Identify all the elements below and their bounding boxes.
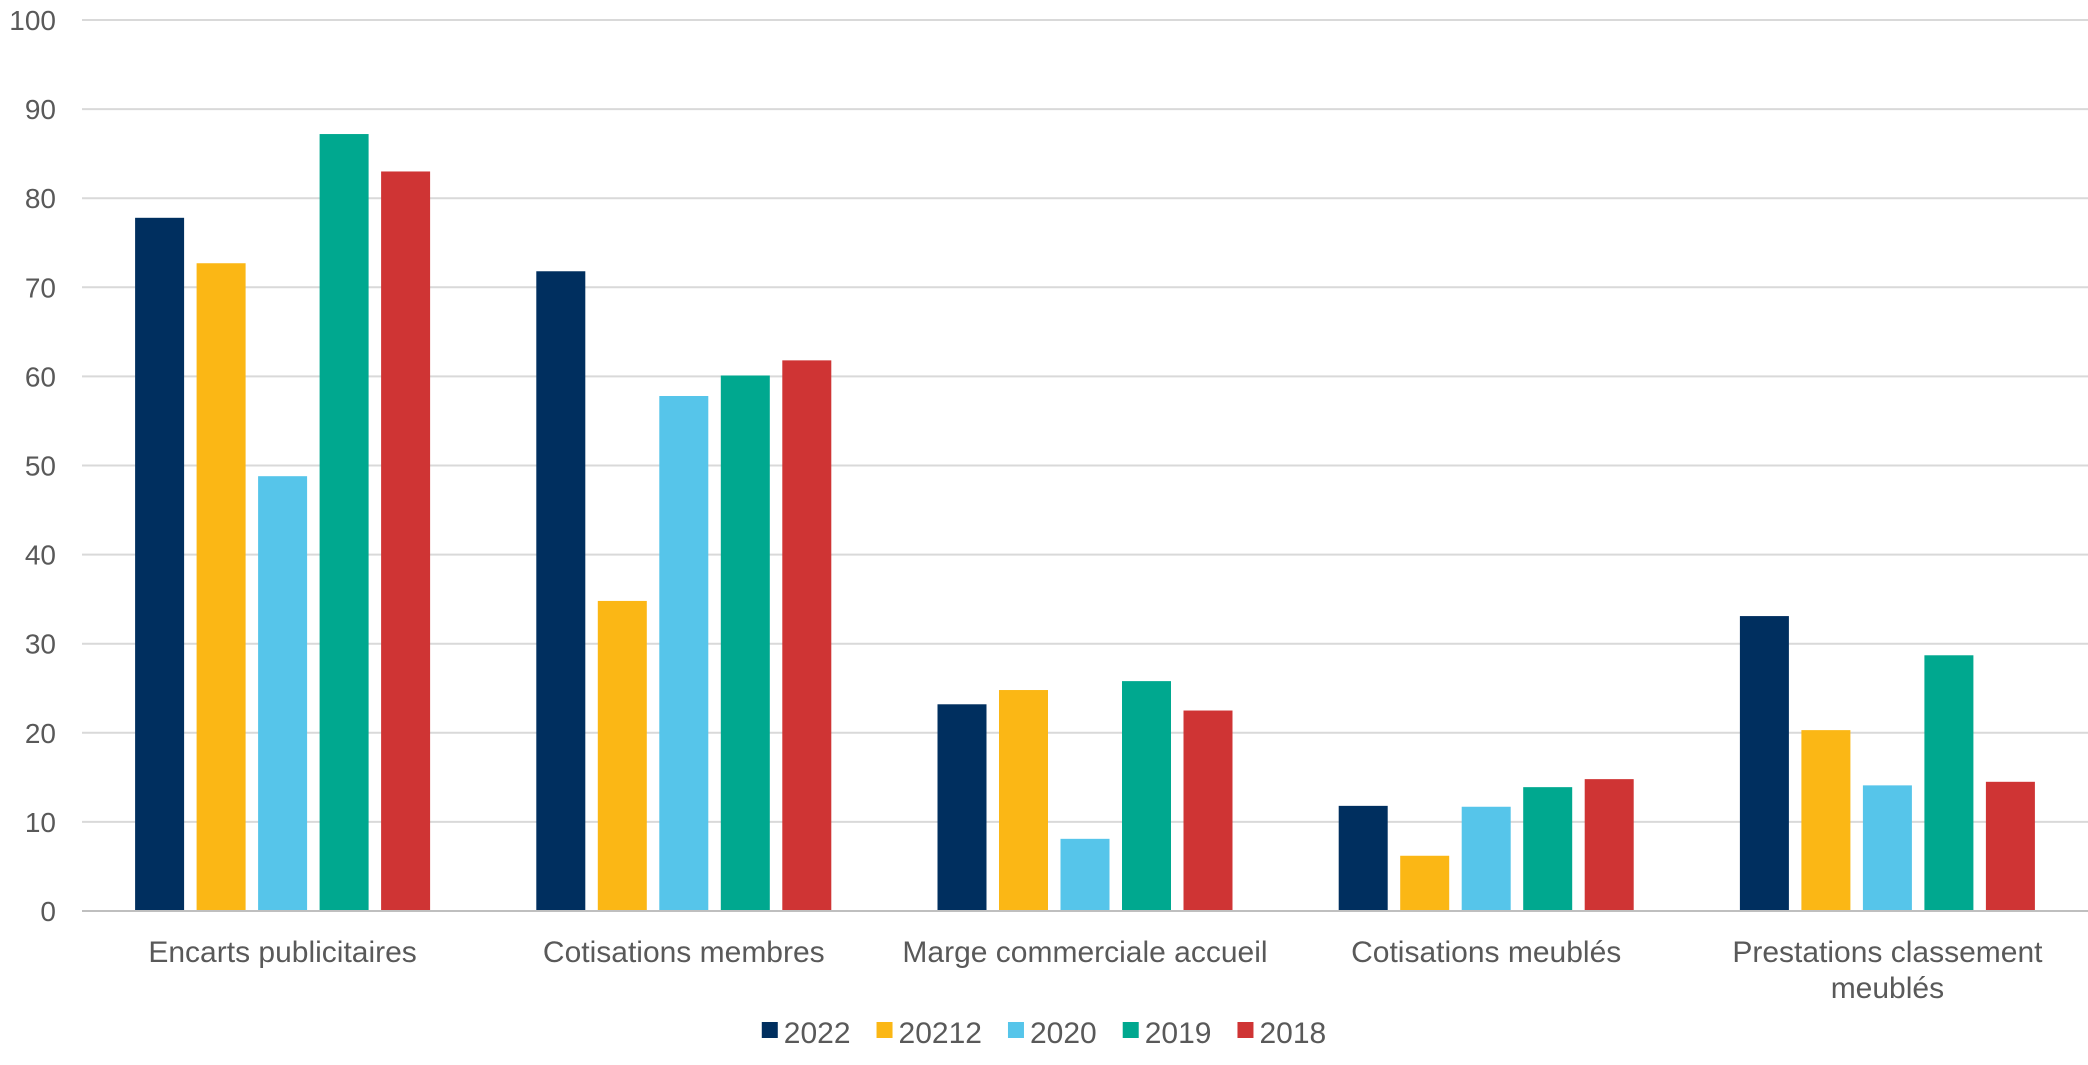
y-axis-ticks: 0 10 20 30 40 50 60 70 80 90 100: [9, 5, 56, 927]
bar-20212: [1801, 730, 1851, 911]
legend-swatch: [1122, 1022, 1139, 1038]
bar-2019: [319, 134, 369, 912]
y-tick-label: 20: [25, 718, 56, 749]
y-tick-label: 60: [25, 361, 56, 392]
legend-label: 2020: [1030, 1017, 1097, 1050]
bar-20212: [999, 690, 1048, 911]
bar-2019: [720, 375, 770, 911]
bar-2020: [258, 476, 308, 911]
bar-2022: [536, 271, 586, 912]
bar-2022: [937, 704, 987, 911]
y-tick-label: 30: [25, 629, 56, 660]
legend-label: 20212: [899, 1017, 982, 1050]
bar-2018: [1985, 781, 2035, 911]
bar-2022: [1739, 616, 1789, 911]
y-tick-label: 40: [25, 540, 56, 571]
y-tick-label: 80: [25, 183, 56, 214]
bar-2020: [659, 396, 709, 911]
legend-item-2019: 2019: [1122, 1017, 1212, 1050]
bar-2018: [381, 171, 431, 912]
legend: 2022 20212 2020 2019 2018: [761, 1017, 1326, 1050]
bar-2019: [1523, 787, 1573, 911]
bar-2018: [782, 360, 832, 911]
legend-swatch: [761, 1022, 778, 1038]
bar-2020: [1461, 806, 1511, 911]
legend-swatch: [1237, 1022, 1254, 1038]
x-category-label: Cotisations membres: [543, 936, 825, 969]
legend-label: 2019: [1145, 1017, 1212, 1050]
x-category-label: Cotisations meublés: [1351, 936, 1621, 969]
legend-label: 2018: [1259, 1017, 1326, 1050]
x-axis-categories: Encarts publicitaires Cotisations membres…: [148, 936, 2043, 1005]
bar-20212: [1400, 855, 1450, 911]
bar-2022: [135, 217, 185, 911]
bar-2018: [1584, 779, 1634, 911]
y-tick-label: 70: [25, 272, 56, 303]
x-category-label: Marge commerciale accueil: [902, 936, 1267, 969]
bar-2020: [1060, 838, 1110, 911]
y-tick-label: 50: [25, 451, 56, 482]
bar-2022: [1338, 805, 1388, 911]
legend-swatch: [876, 1022, 893, 1038]
legend-item-2022: 2022: [761, 1017, 851, 1050]
bar-20212: [597, 600, 647, 911]
bars: [135, 134, 2035, 912]
legend-item-2020: 2020: [1007, 1017, 1097, 1050]
bar-2018: [1183, 710, 1233, 911]
bar-2020: [1862, 785, 1912, 911]
legend-swatch: [1007, 1022, 1024, 1038]
x-category-label: Encarts publicitaires: [148, 936, 416, 969]
legend-item-20212: 20212: [876, 1017, 982, 1050]
bar-2019: [1924, 655, 1974, 911]
y-tick-label: 0: [40, 896, 56, 927]
legend-label: 2022: [784, 1017, 851, 1050]
x-category-label: Prestations classement meublés: [1732, 936, 2043, 1005]
y-tick-label: 100: [9, 5, 56, 36]
y-tick-label: 90: [25, 94, 56, 125]
bar-2019: [1122, 681, 1171, 911]
legend-item-2018: 2018: [1237, 1017, 1326, 1050]
y-tick-label: 10: [25, 807, 56, 838]
bar-20212: [196, 263, 246, 911]
